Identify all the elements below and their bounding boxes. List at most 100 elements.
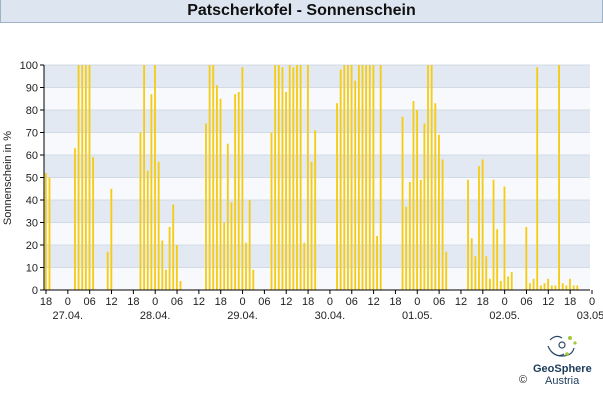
sunshine-bar [110,188,113,290]
sunshine-bar [492,179,495,290]
bar-series [44,65,579,290]
sunshine-bar [565,285,568,290]
sunshine-bar [572,285,575,290]
sunshine-bar [561,283,564,290]
sunshine-bar [223,222,226,290]
sunshine-bar [172,204,175,290]
x-tick-label: 12 [455,296,467,308]
sunshine-bar [416,110,419,290]
x-tick-label: 12 [542,296,554,308]
sunshine-bar [361,65,364,290]
y-tick-label: 100 [20,60,38,72]
sunshine-bar [234,94,237,290]
sunshine-bar [401,116,404,290]
y-tick-label: 50 [26,173,38,185]
sunshine-bar [510,272,513,290]
sunshine-bar [84,65,87,290]
sunshine-bar [285,92,287,290]
y-axis-label: Sonnenschein in % [2,131,14,225]
sunshine-bar [427,65,429,290]
sunshine-bar [423,123,426,290]
x-tick-label: 18 [389,296,401,308]
plot-band [44,110,590,133]
sunshine-bar [543,283,546,290]
plot-bands [44,65,590,290]
x-tick-label: 18 [477,296,489,308]
sunshine-bar [467,179,469,290]
x-tick-label: 18 [564,296,576,308]
sunshine-bar [165,269,167,290]
sunshine-bar [532,278,535,290]
sunshine-bar [474,256,477,290]
x-tick-label: 0 [327,296,333,308]
y-tick-labels: 0 10 20 30 40 50 60 70 80 90 100 [20,60,38,297]
sunshine-bar [139,132,142,290]
sunshine-bar [208,65,211,290]
y-tick-label: 20 [26,240,38,252]
plot-band [44,155,590,178]
sunshine-bar [379,65,382,290]
sunshine-bar [48,177,51,290]
x-tick-label: 06 [346,296,358,308]
x-tick-label: 06 [433,296,445,308]
sunshine-bar [405,206,408,290]
sunshine-bar [161,240,164,290]
x-tick-label: 0 [589,296,595,308]
sunshine-bar [569,278,571,290]
sunshine-bar [179,281,182,290]
x-tick-label: 12 [280,296,292,308]
sunshine-bar [507,276,510,290]
sunshine-bar [175,245,178,290]
sunshine-bar [539,285,542,290]
x-tick-label: 06 [258,296,270,308]
sunshine-bar [485,256,488,290]
sunshine-bar [274,65,277,290]
sunshine-bar [299,65,302,290]
sunshine-bar [434,103,437,290]
sunshine-bar [88,65,91,290]
sunshine-bar [215,85,218,290]
sunshine-bar [499,281,502,290]
x-tick-label: 18 [215,296,227,308]
day-label: 28.04. [140,310,171,322]
day-label: 30.04. [315,310,346,322]
sunshine-bar [81,65,84,290]
sunshine-bar [525,227,528,290]
sunshine-bar [150,94,153,290]
x-tick-label: 0 [502,296,508,308]
sunshine-bar [219,98,222,290]
sunshine-bar [339,69,342,290]
axes [40,64,593,294]
sunshine-bar [408,182,411,290]
x-tick-label: 12 [105,296,117,308]
sunshine-bar [376,236,378,290]
x-tick-label: 0 [65,296,71,308]
sunshine-bar [154,65,156,290]
logo-text-geosphere: GeoSphere [533,363,592,375]
day-label: 03.05. [577,310,603,322]
sunshine-bar [481,159,484,290]
sunshine-bar [488,278,491,290]
sunshine-bar [237,92,240,290]
x-tick-label: 12 [367,296,379,308]
sunshine-bar [365,65,368,290]
y-tick-label: 10 [26,263,38,275]
sunshine-bar [350,65,353,290]
x-tick-label: 12 [193,296,205,308]
y-tick-label: 30 [26,218,38,230]
sunshine-bar [536,67,539,290]
sunshine-bar [438,134,440,290]
sunshine-bar [303,242,306,290]
chart-title-bar: Patscherkofel - Sonnenschein [0,0,603,23]
x-tick-label: 0 [152,296,158,308]
copyright-symbol: © [519,374,528,386]
sunshine-bar [230,202,233,290]
x-tick-label: 18 [127,296,139,308]
sunshine-bar [478,166,480,290]
sunshine-bar [92,157,95,290]
x-tick-label: 18 [302,296,314,308]
geosphere-logo-icon [547,335,577,357]
sunshine-bar [550,285,553,290]
sunshine-bar [368,65,371,290]
